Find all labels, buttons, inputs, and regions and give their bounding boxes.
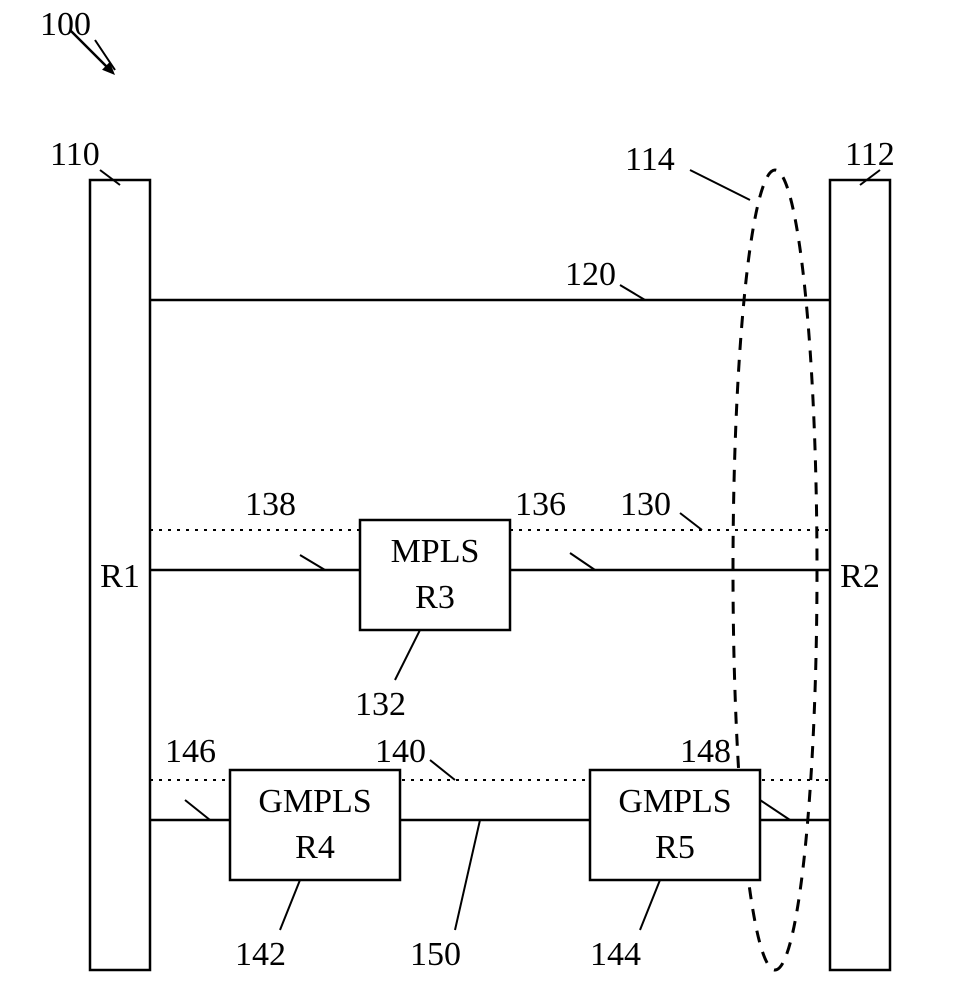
label-100: 100 [40,6,91,43]
leader-130 [680,513,702,530]
node-R4-top: GMPLS [258,783,371,820]
label-150: 150 [410,936,461,973]
label-148: 148 [680,733,731,770]
leader-120 [620,285,645,300]
node-R4-bot: R4 [295,829,335,866]
leader-148 [760,800,790,820]
leader-132 [395,630,420,680]
label-136: 136 [515,486,566,523]
label-146: 146 [165,733,216,770]
leader-140 [430,760,455,780]
nodes-group: R1 R2 MPLS R3 GMPLS R4 GMPLS R5 [90,180,890,970]
label-144: 144 [590,936,641,973]
leader-138 [300,555,325,570]
label-130: 130 [620,486,671,523]
node-R1-label: R1 [100,558,140,595]
node-R3-top: MPLS [391,533,480,570]
node-R3-bot: R3 [415,579,455,616]
label-110: 110 [50,136,100,173]
label-132: 132 [355,686,406,723]
leader-142 [280,880,300,930]
label-142: 142 [235,936,286,973]
label-120: 120 [565,256,616,293]
labels-group: 100 110 112 114 120 130 132 136 138 140 142 144 146 1… [40,6,895,973]
label-140: 140 [375,733,426,770]
leader-144 [640,880,660,930]
leader-114 [690,170,750,200]
node-R2-label: R2 [840,558,880,595]
leader-150 [455,820,480,930]
leader-136 [570,553,595,570]
label-138: 138 [245,486,296,523]
node-R5-bot: R5 [655,829,695,866]
leader-lines-group [95,40,880,930]
network-diagram: R1 R2 MPLS R3 GMPLS R4 GMPLS R5 100 110 112 114 120… [0,0,963,1000]
leader-146 [185,800,210,820]
label-114: 114 [625,141,675,178]
node-R5-top: GMPLS [618,783,731,820]
label-112: 112 [845,136,895,173]
